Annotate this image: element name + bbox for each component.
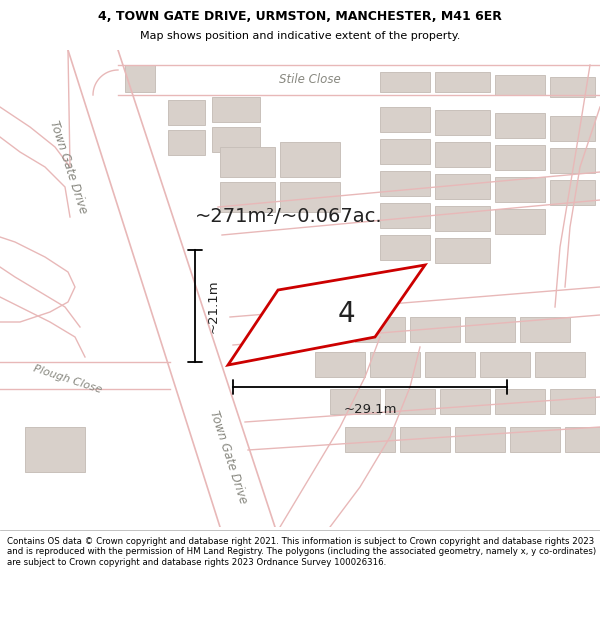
Polygon shape <box>385 389 435 414</box>
Polygon shape <box>380 107 430 132</box>
Polygon shape <box>425 352 475 377</box>
Polygon shape <box>300 317 350 342</box>
Polygon shape <box>118 65 600 95</box>
Polygon shape <box>0 362 170 389</box>
Text: Plough Close: Plough Close <box>32 363 104 395</box>
Polygon shape <box>435 110 490 135</box>
Polygon shape <box>380 235 430 260</box>
Polygon shape <box>212 127 260 152</box>
Polygon shape <box>410 317 460 342</box>
Polygon shape <box>455 427 505 452</box>
Polygon shape <box>550 389 595 414</box>
Polygon shape <box>495 209 545 234</box>
Polygon shape <box>220 182 275 212</box>
Polygon shape <box>125 65 155 92</box>
Polygon shape <box>168 130 205 155</box>
Text: Stile Close: Stile Close <box>279 74 341 86</box>
Polygon shape <box>435 238 490 263</box>
Polygon shape <box>550 116 595 141</box>
Text: ~271m²/~0.067ac.: ~271m²/~0.067ac. <box>195 208 383 226</box>
Polygon shape <box>315 352 365 377</box>
Text: 4: 4 <box>338 300 355 328</box>
Polygon shape <box>495 389 545 414</box>
Polygon shape <box>550 148 595 173</box>
Polygon shape <box>565 427 600 452</box>
Text: ~21.1m: ~21.1m <box>207 279 220 332</box>
Polygon shape <box>25 427 85 472</box>
Polygon shape <box>435 72 490 92</box>
Polygon shape <box>435 174 490 199</box>
Polygon shape <box>520 317 570 342</box>
Polygon shape <box>535 352 585 377</box>
Polygon shape <box>370 352 420 377</box>
Text: Map shows position and indicative extent of the property.: Map shows position and indicative extent… <box>140 31 460 41</box>
Polygon shape <box>280 142 340 177</box>
Polygon shape <box>380 203 430 228</box>
Polygon shape <box>355 317 405 342</box>
Polygon shape <box>550 77 595 97</box>
Polygon shape <box>93 65 118 95</box>
Polygon shape <box>228 265 425 365</box>
Polygon shape <box>220 147 275 177</box>
Polygon shape <box>435 142 490 167</box>
Polygon shape <box>345 427 395 452</box>
Polygon shape <box>212 97 260 122</box>
Text: Town Gate Drive: Town Gate Drive <box>47 119 89 215</box>
Polygon shape <box>168 100 205 125</box>
Polygon shape <box>380 171 430 196</box>
Polygon shape <box>495 145 545 170</box>
Polygon shape <box>68 50 275 527</box>
Polygon shape <box>380 139 430 164</box>
Polygon shape <box>465 317 515 342</box>
Polygon shape <box>330 389 380 414</box>
Polygon shape <box>550 180 595 205</box>
Polygon shape <box>280 182 340 212</box>
Polygon shape <box>440 389 490 414</box>
Text: Town Gate Drive: Town Gate Drive <box>207 409 249 505</box>
Polygon shape <box>480 352 530 377</box>
Polygon shape <box>400 427 450 452</box>
Polygon shape <box>495 177 545 202</box>
Polygon shape <box>435 206 490 231</box>
Text: ~29.1m: ~29.1m <box>343 403 397 416</box>
Polygon shape <box>380 72 430 92</box>
Text: 4, TOWN GATE DRIVE, URMSTON, MANCHESTER, M41 6ER: 4, TOWN GATE DRIVE, URMSTON, MANCHESTER,… <box>98 10 502 23</box>
Polygon shape <box>495 75 545 95</box>
Text: Contains OS data © Crown copyright and database right 2021. This information is : Contains OS data © Crown copyright and d… <box>7 537 596 567</box>
Polygon shape <box>495 113 545 138</box>
Polygon shape <box>510 427 560 452</box>
